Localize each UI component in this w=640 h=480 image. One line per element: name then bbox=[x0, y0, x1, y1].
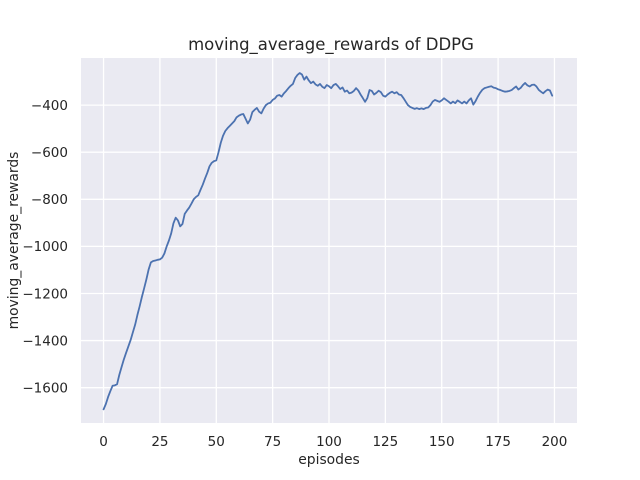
x-tick-label: 0 bbox=[99, 434, 108, 450]
x-tick-label: 125 bbox=[372, 434, 398, 450]
x-tick-label: 175 bbox=[485, 434, 511, 450]
x-tick-label: 50 bbox=[208, 434, 225, 450]
x-tick-label: 150 bbox=[429, 434, 455, 450]
y-axis-label: moving_average_rewards bbox=[6, 152, 22, 330]
y-tick-label: −1000 bbox=[22, 239, 68, 255]
x-tick-label: 200 bbox=[542, 434, 568, 450]
y-tick-label: −1400 bbox=[22, 333, 68, 349]
x-tick-labels: 0 25 50 75 100 125 150 175 200 bbox=[99, 434, 567, 450]
y-tick-label: −800 bbox=[31, 192, 68, 208]
chart-title: moving_average_rewards of DDPG bbox=[188, 35, 474, 55]
x-tick-label: 100 bbox=[316, 434, 342, 450]
x-axis-label: episodes bbox=[298, 452, 360, 468]
y-tick-label: −400 bbox=[31, 98, 68, 114]
series-group bbox=[102, 72, 554, 411]
y-tick-label: −1600 bbox=[22, 380, 68, 396]
series-line bbox=[102, 72, 554, 411]
y-tick-labels: −400 −600 −800 −1000 −1200 −1400 −1600 bbox=[22, 98, 68, 397]
gridlines bbox=[81, 58, 577, 423]
y-tick-label: −600 bbox=[31, 145, 68, 161]
x-tick-label: 75 bbox=[264, 434, 281, 450]
y-tick-label: −1200 bbox=[22, 286, 68, 302]
x-tick-label: 25 bbox=[151, 434, 168, 450]
